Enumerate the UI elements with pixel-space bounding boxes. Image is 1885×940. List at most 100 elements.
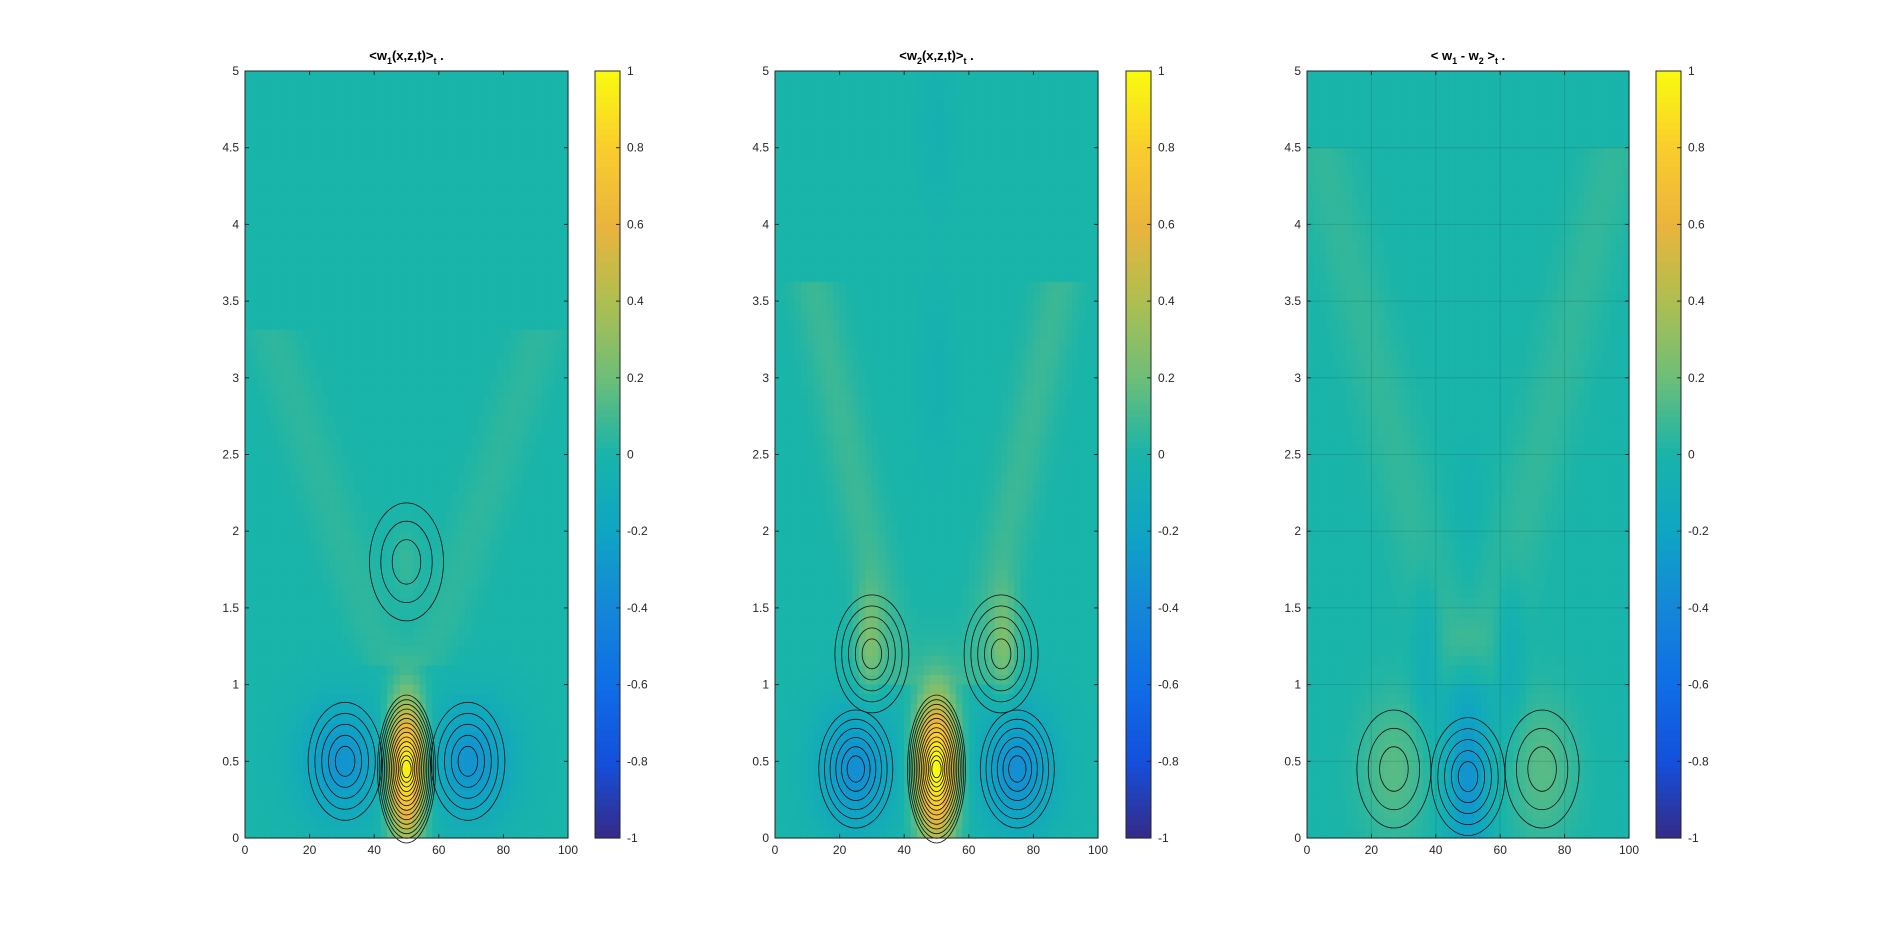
contour-cell: [425, 291, 433, 302]
contour-cell: [548, 540, 556, 551]
contour-cell: [490, 205, 498, 216]
contour-cell: [477, 742, 485, 753]
contour-cell: [438, 646, 446, 657]
contour-cell: [432, 339, 440, 350]
contour-cell: [865, 186, 873, 197]
contour-cell: [496, 636, 504, 647]
contour-cell: [496, 205, 504, 216]
contour-cell: [1072, 109, 1080, 120]
contour-cell: [393, 368, 401, 379]
contour-cell: [251, 473, 259, 484]
contour-cell: [251, 684, 259, 695]
contour-cell: [354, 157, 362, 168]
contour-cell: [303, 435, 311, 446]
contour-cell: [503, 291, 511, 302]
contour-cell: [400, 598, 408, 609]
contour-cell: [380, 435, 388, 446]
contour-cell: [283, 90, 291, 101]
contour-cell: [322, 387, 330, 398]
contour-cell: [374, 464, 382, 475]
contour-cell: [290, 607, 298, 619]
contour-cell: [917, 186, 925, 197]
contour-cell: [400, 512, 408, 523]
contour-cell: [484, 818, 492, 830]
contour-cell: [542, 214, 550, 225]
contour-cell: [787, 71, 795, 82]
contour-cell: [257, 416, 265, 427]
contour-cell: [1007, 109, 1015, 120]
contour-cell: [400, 281, 408, 293]
contour-cell: [309, 799, 317, 810]
contour-cell: [865, 71, 873, 82]
contour-cell: [458, 195, 466, 206]
contour-cell: [251, 320, 259, 331]
contour-cell: [833, 71, 841, 82]
contour-cell: [328, 320, 337, 331]
contour-cell: [496, 329, 504, 341]
contour-cell: [529, 99, 537, 110]
contour-cell: [270, 627, 278, 638]
contour-cell: [451, 473, 459, 484]
contour-cell: [1085, 128, 1093, 139]
contour-cell: [309, 233, 317, 245]
contour-cell: [490, 464, 498, 475]
contour-cell: [393, 224, 401, 235]
contour-cell: [438, 559, 446, 571]
contour-cell: [335, 109, 343, 120]
contour-cell: [341, 310, 349, 321]
contour-cell: [988, 71, 996, 82]
contour-cell: [490, 828, 498, 839]
contour-cell: [335, 320, 343, 331]
contour-cell: [496, 109, 504, 120]
contour-cell: [477, 99, 485, 110]
contour-cell: [354, 722, 362, 734]
contour-cell: [432, 636, 440, 647]
contour-cell: [800, 71, 808, 82]
contour-cell: [490, 157, 498, 168]
contour-cell: [516, 550, 524, 561]
contour-cell: [477, 732, 485, 743]
contour-cell: [484, 109, 492, 120]
contour-cell: [1065, 147, 1073, 158]
contour-cell: [477, 339, 485, 350]
contour-cell: [1026, 138, 1034, 149]
contour-cell: [464, 531, 472, 542]
contour-cell: [296, 339, 304, 350]
contour-cell: [477, 607, 485, 619]
contour-cell: [509, 186, 517, 197]
contour-cell: [490, 138, 498, 149]
contour-cell: [503, 665, 511, 676]
contour-cell: [400, 694, 408, 705]
contour-cell: [555, 607, 563, 619]
contour-cell: [322, 588, 330, 599]
contour-cell: [380, 799, 388, 810]
contour-cell: [1072, 90, 1080, 101]
contour-cell: [309, 732, 317, 743]
contour-cell: [496, 176, 504, 187]
contour-cell: [348, 646, 356, 657]
contour-cell: [826, 195, 834, 206]
contour-cell: [846, 195, 854, 206]
contour-cell: [335, 607, 343, 619]
contour-cell: [290, 780, 298, 791]
contour-cell: [535, 502, 543, 513]
contour-cell: [458, 579, 466, 590]
contour-cell: [367, 310, 375, 321]
contour-cell: [348, 636, 356, 647]
contour-cell: [251, 195, 259, 206]
contour-cell: [458, 636, 466, 647]
contour-cell: [303, 243, 311, 254]
contour-cell: [425, 655, 433, 667]
contour-cell: [367, 464, 375, 475]
contour-cell: [380, 205, 388, 216]
contour-cell: [561, 128, 569, 139]
contour-cell: [1072, 80, 1080, 91]
contour-cell: [529, 310, 537, 321]
contour-cell: [490, 425, 498, 436]
contour-cell: [380, 550, 388, 561]
contour-cell: [555, 243, 563, 254]
contour-cell: [438, 761, 446, 772]
contour-cell: [277, 473, 285, 484]
contour-cell: [328, 818, 337, 830]
contour-cell: [270, 186, 278, 197]
